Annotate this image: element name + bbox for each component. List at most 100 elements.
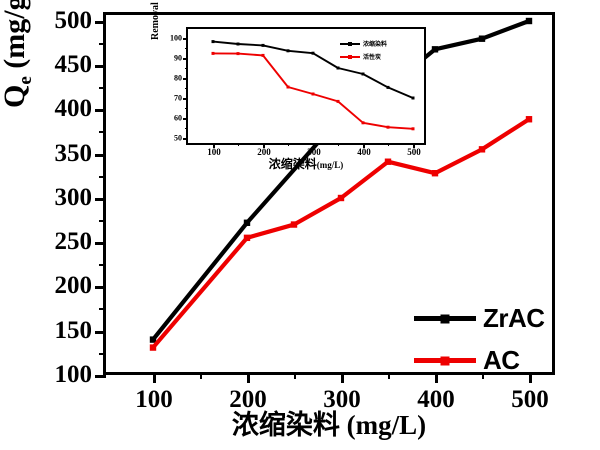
inset-y-tick-label-80: 80 [174,73,182,83]
main-legend: ZrAC AC [414,303,545,376]
inset-y-tick-minor-85 [185,68,188,69]
inset-y-tick-label-50: 50 [174,133,182,143]
x-tick-100 [153,372,156,383]
y-axis-title: Qe (mg/g) [0,0,37,108]
y-tick-minor-475 [99,43,106,45]
inset-series-line-red [212,52,414,130]
inset-legend-label-red: 活性炭 [363,55,382,61]
legend-label-zrac: ZrAC [483,303,545,333]
x-tick-label-200: 200 [229,386,267,413]
inset-y-tick-80 [183,78,188,80]
y-tick-label-100: 100 [54,361,93,388]
x-tick-label-400: 400 [417,386,455,413]
inset-y-tick-90 [183,58,188,60]
inset-y-tick-label-60: 60 [174,113,182,123]
inset-x-tick-minor-150 [238,143,239,146]
x-tick-minor-150 [200,372,202,379]
inset-x-tick-label-500: 500 [407,147,421,157]
y-tick-label-300: 300 [54,184,93,211]
y-tick-label-150: 150 [54,317,93,344]
inset-y-tick-minor-75 [185,88,188,89]
inset-y-tick-50 [183,138,188,140]
inset-y-axis-title: Removal % [150,0,161,40]
legend-line-icon-ac [414,356,476,365]
inset-y-tick-label-90: 90 [174,53,182,63]
y-tick-label-350: 350 [54,140,93,167]
inset-legend-item-black[interactable]: 浓缩染料 [340,39,387,48]
inset-y-tick-minor-55 [185,128,188,129]
inset-legend-label-black: 浓缩染料 [363,42,388,48]
series-line-ac [150,117,532,350]
x-tick-minor-250 [294,372,296,379]
inset-legend-line-icon-black [340,41,360,46]
inset-x-tick-minor-250 [288,143,289,146]
legend-line-icon-zrac [414,314,476,323]
inset-x-tick-minor-350 [338,143,339,146]
y-tick-100 [95,375,106,378]
y-tick-500 [95,21,106,24]
x-tick-400 [435,372,438,383]
inset-x-tick-label-400: 400 [357,147,371,157]
inset-series-markers-black [211,40,415,100]
inset-x-tick-label-200: 200 [257,147,271,157]
y-tick-450 [95,65,106,68]
inset-y-tick-70 [183,98,188,100]
y-tick-minor-325 [99,176,106,178]
x-tick-label-500: 500 [511,386,549,413]
x-axis-title: 浓缩染料 (mg/L) [231,410,427,440]
x-tick-label-300: 300 [323,386,361,413]
y-tick-minor-275 [99,220,106,222]
inset-x-tick-400 [363,143,365,148]
inset-x-tick-minor-450 [388,143,389,146]
y-tick-label-400: 400 [54,95,93,122]
inset-x-tick-label-100: 100 [207,147,221,157]
x-tick-300 [341,372,344,383]
y-tick-minor-225 [99,264,106,266]
inset-x-tick-200 [263,143,265,148]
inset-x-tick-label-300: 300 [307,147,321,157]
y-tick-150 [95,331,106,334]
legend-item-zrac[interactable]: ZrAC [414,303,545,334]
y-tick-minor-375 [99,131,106,133]
inset-x-tick-500 [413,143,415,148]
y-tick-minor-425 [99,87,106,89]
y-tick-minor-175 [99,308,106,310]
inset-x-tick-300 [313,143,315,148]
inset-y-tick-label-70: 70 [174,93,182,103]
x-tick-minor-350 [388,372,390,379]
inset-legend: 浓缩染料 活性炭 [340,39,387,61]
x-tick-label-100: 100 [135,386,173,413]
plot-area: 500 450 400 350 300 250 200 150 100 100 … [55,0,555,413]
x-tick-200 [247,372,250,383]
inset-series-markers-red [211,51,415,131]
inset-y-tick-60 [183,118,188,120]
y-tick-250 [95,242,106,245]
inset-y-tick-minor-95 [185,48,188,49]
y-axis-title-unit: (mg/g) [0,0,31,77]
x-tick-minor-450 [482,372,484,379]
x-tick-500 [529,372,532,383]
inset-plot-area: 100 90 80 70 60 50 100 200 300 400 [170,27,426,157]
inset-x-axis-title: 浓缩染料(mg/L) [186,155,426,172]
y-tick-label-450: 450 [54,51,93,78]
legend-item-ac[interactable]: AC [414,345,545,376]
inset-series-layer [211,40,415,131]
inset-y-tick-label-100: 100 [170,33,182,43]
inset-x-tick-100 [213,143,215,148]
inset-chart: Removal % 浓缩染料(mg/L) 100 90 80 70 60 [136,0,434,172]
y-tick-350 [95,154,106,157]
y-axis-title-symbol: Q [0,84,31,108]
inset-x-axis-title-cn: 浓缩染料 [268,157,317,171]
y-tick-400 [95,109,106,112]
y-tick-label-200: 200 [54,272,93,299]
inset-legend-line-icon-red [340,54,360,59]
inset-y-tick-minor-65 [185,108,188,109]
y-axis-title-subscript: e [15,76,36,85]
inset-y-tick-100 [183,38,188,40]
inset-legend-item-red[interactable]: 活性炭 [340,52,387,61]
series-markers-ac [149,116,533,351]
y-tick-300 [95,198,106,201]
y-tick-label-500: 500 [54,7,93,34]
inset-x-axis-title-unit: (mg/L) [316,160,344,170]
